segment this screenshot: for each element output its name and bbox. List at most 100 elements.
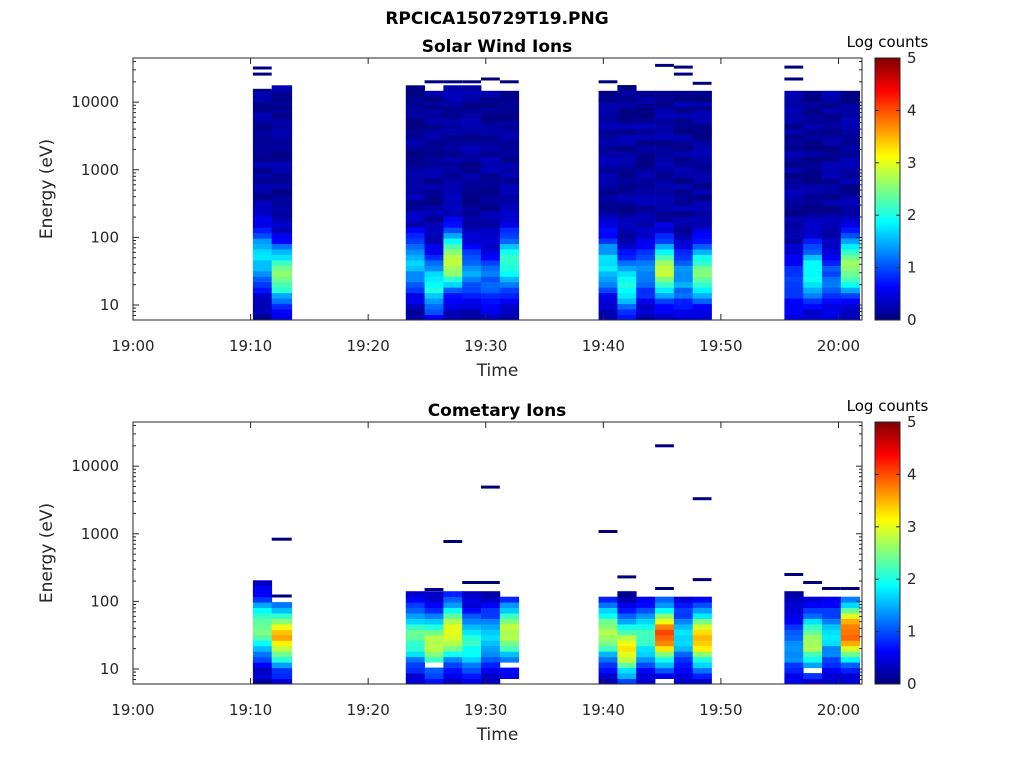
heatmap-cell (673, 129, 694, 135)
heatmap-cell (252, 613, 273, 619)
y-axis-label: Energy (eV) (37, 503, 57, 603)
heatmap-cell (424, 260, 444, 266)
heatmap-cell (481, 238, 501, 244)
heatmap-cell (840, 629, 860, 636)
heatmap-cell (803, 254, 823, 261)
heatmap-cell (822, 194, 842, 201)
heatmap-cell (655, 150, 675, 157)
heatmap-cell (617, 656, 637, 663)
heatmap-cell (803, 150, 823, 157)
heatmap-cell (462, 189, 482, 195)
heatmap-cell (424, 651, 444, 658)
heatmap-cell (840, 150, 860, 157)
heatmap-cell (424, 292, 444, 299)
heatmap-cell (499, 123, 520, 130)
heatmap-cell (443, 205, 463, 212)
heatmap-cell (462, 265, 482, 272)
heatmap-cell (481, 205, 501, 212)
heatmap-cell (405, 673, 425, 679)
heatmap-cell (803, 156, 823, 163)
heatmap-cell (499, 292, 520, 299)
heatmap-cell (424, 90, 444, 97)
heatmap-cell (617, 107, 637, 113)
heatmap-cell (481, 678, 501, 685)
heatmap-cell (803, 607, 823, 614)
heatmap-cell (784, 678, 804, 685)
heatmap-cell (424, 134, 444, 141)
heatmap-cell (822, 602, 842, 608)
heatmap-cell (692, 118, 712, 124)
heatmap-cell (252, 216, 273, 223)
heatmap-cell (598, 667, 618, 674)
heatmap-cell (617, 205, 637, 212)
heatmap-cell (443, 640, 463, 647)
heatmap-cell (252, 265, 273, 272)
heatmap-cell (443, 150, 463, 157)
heatmap-cell (822, 618, 842, 625)
heatmap-cell (443, 183, 463, 190)
heatmap-cell (822, 139, 842, 146)
heatmap-cell (673, 607, 694, 614)
heatmap-cell (462, 618, 482, 625)
heatmap-cell (784, 629, 804, 636)
heatmap-cell (784, 591, 804, 598)
heatmap-cell (462, 314, 482, 321)
heatmap-cell (784, 123, 804, 130)
heatmap-cell (481, 129, 501, 135)
heatmap-cell (673, 189, 694, 195)
heatmap-cell (499, 216, 520, 223)
heatmap-cell (462, 183, 482, 190)
heatmap-cell (462, 129, 482, 135)
heatmap-cell (598, 238, 618, 244)
colorbar-tick-label: 4 (907, 101, 917, 119)
heatmap-cell (481, 216, 501, 223)
heatmap-cell (271, 656, 293, 663)
heatmap-cell (673, 602, 694, 608)
heatmap-cell (462, 651, 482, 658)
heatmap-cell (443, 134, 463, 141)
heatmap-cell (673, 243, 694, 250)
heatmap-cell (840, 129, 860, 135)
heatmap-cell (443, 112, 463, 119)
heatmap-cell (598, 640, 618, 647)
heatmap-cell (271, 667, 293, 674)
heatmap-cell (499, 596, 520, 603)
heatmap-cell (481, 232, 501, 239)
heatmap-cell (822, 189, 842, 195)
heatmap-cell (636, 662, 656, 669)
heatmap-cell (840, 634, 860, 641)
heatmap-cell (655, 673, 675, 679)
heatmap-cell (462, 172, 482, 179)
heatmap-cell (840, 602, 860, 608)
heatmap-cell (655, 167, 675, 174)
heatmap-cell (655, 216, 675, 223)
heatmap-cell (499, 107, 520, 113)
heatmap-cell (481, 118, 501, 124)
heatmap-cell (481, 640, 501, 647)
heatmap-cell (598, 265, 618, 272)
heatmap-cell (636, 303, 656, 310)
heatmap-cell (598, 139, 618, 146)
heatmap-cell (443, 118, 463, 124)
heatmap-cell (252, 673, 273, 679)
heatmap-cell (692, 270, 712, 277)
heatmap-cell (784, 227, 804, 234)
x-tick-label: 19:50 (699, 701, 742, 719)
heatmap-cell (271, 594, 292, 598)
heatmap-cell (598, 99, 618, 103)
heatmap-cell (636, 618, 656, 625)
heatmap-cell (655, 254, 675, 261)
heatmap-cell (405, 607, 425, 614)
heatmap-cell (673, 156, 694, 163)
heatmap-cell (803, 281, 823, 288)
heatmap-cell (598, 118, 618, 124)
heatmap-cell (803, 161, 823, 168)
heatmap-cell (840, 645, 860, 652)
heatmap-cell (636, 90, 656, 97)
heatmap-cell (499, 607, 520, 614)
heatmap-cell (405, 85, 425, 92)
heatmap-cell (481, 156, 501, 163)
heatmap-cell (655, 281, 675, 288)
heatmap-cell (803, 629, 823, 636)
heatmap-cell (598, 645, 618, 652)
